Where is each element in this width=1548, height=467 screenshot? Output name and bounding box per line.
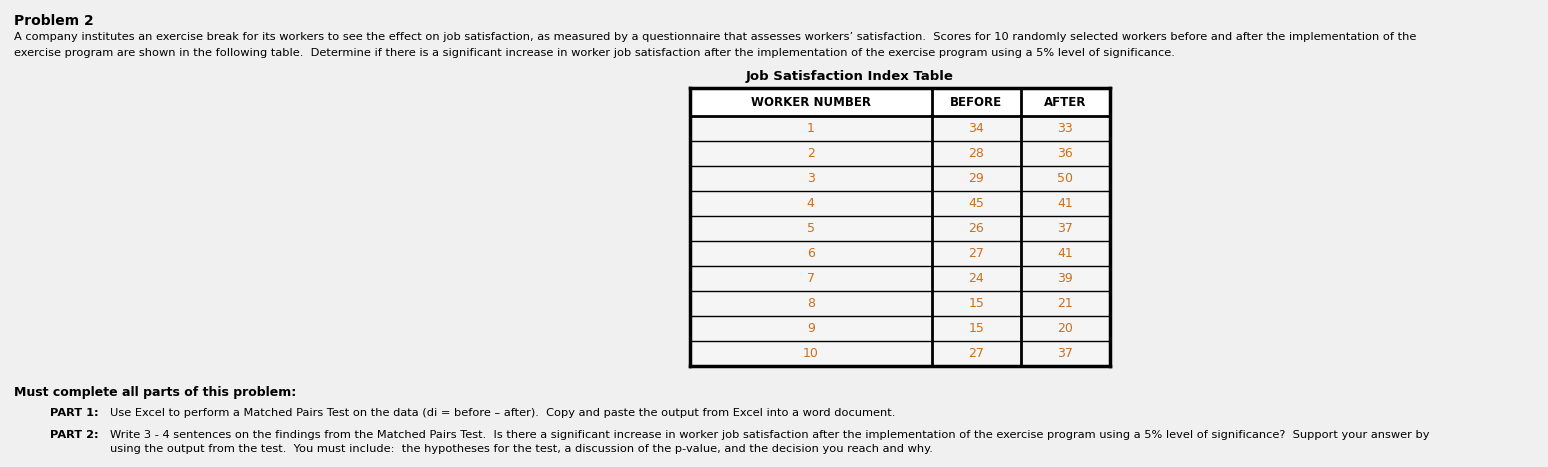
Text: 34: 34 [968, 122, 985, 135]
Text: 20: 20 [1057, 322, 1073, 335]
Text: 37: 37 [1057, 222, 1073, 235]
Text: 4: 4 [807, 197, 814, 210]
Bar [690, 341, 1110, 366]
Text: 41: 41 [1057, 197, 1073, 210]
Bar [690, 116, 1110, 141]
Text: 3: 3 [807, 172, 814, 185]
Text: 36: 36 [1057, 147, 1073, 160]
Bar [690, 88, 1110, 116]
Text: 10: 10 [803, 347, 819, 360]
Bar [690, 316, 1110, 341]
Text: 37: 37 [1057, 347, 1073, 360]
Bar [690, 241, 1110, 266]
Text: 50: 50 [1057, 172, 1073, 185]
Text: 15: 15 [968, 322, 985, 335]
Text: 27: 27 [968, 347, 985, 360]
Bar [690, 216, 1110, 241]
Text: Problem 2: Problem 2 [14, 14, 94, 28]
Text: A company institutes an exercise break for its workers to see the effect on job : A company institutes an exercise break f… [14, 32, 1416, 42]
Bar [690, 191, 1110, 216]
Text: 39: 39 [1057, 272, 1073, 285]
Text: AFTER: AFTER [1045, 95, 1087, 108]
Bar [690, 166, 1110, 191]
Text: 28: 28 [968, 147, 985, 160]
Text: Write 3 - 4 sentences on the findings from the Matched Pairs Test.  Is there a s: Write 3 - 4 sentences on the findings fr… [110, 430, 1429, 440]
Bar [690, 266, 1110, 291]
Text: 9: 9 [807, 322, 814, 335]
Text: 8: 8 [807, 297, 814, 310]
Text: 26: 26 [968, 222, 985, 235]
Text: WORKER NUMBER: WORKER NUMBER [751, 95, 870, 108]
Text: using the output from the test.  You must include:  the hypotheses for the test,: using the output from the test. You must… [110, 444, 933, 454]
Text: 29: 29 [968, 172, 985, 185]
Text: 15: 15 [968, 297, 985, 310]
Bar [690, 291, 1110, 316]
Text: 24: 24 [968, 272, 985, 285]
Text: Job Satisfaction Index Table: Job Satisfaction Index Table [746, 70, 954, 83]
Text: 27: 27 [968, 247, 985, 260]
Text: PART 1:: PART 1: [50, 408, 99, 418]
Text: Use Excel to perform a Matched Pairs Test on the data (di = before – after).  Co: Use Excel to perform a Matched Pairs Tes… [110, 408, 895, 418]
Text: BEFORE: BEFORE [950, 95, 1002, 108]
Text: 1: 1 [807, 122, 814, 135]
Text: Must complete all parts of this problem:: Must complete all parts of this problem: [14, 386, 296, 399]
Text: 41: 41 [1057, 247, 1073, 260]
Text: PART 2:: PART 2: [50, 430, 99, 440]
Text: 33: 33 [1057, 122, 1073, 135]
Text: 7: 7 [807, 272, 814, 285]
Text: 5: 5 [807, 222, 814, 235]
Text: exercise program are shown in the following table.  Determine if there is a sign: exercise program are shown in the follow… [14, 48, 1175, 58]
Text: 6: 6 [807, 247, 814, 260]
Text: 21: 21 [1057, 297, 1073, 310]
Bar [690, 141, 1110, 166]
Text: 45: 45 [968, 197, 985, 210]
Text: 2: 2 [807, 147, 814, 160]
